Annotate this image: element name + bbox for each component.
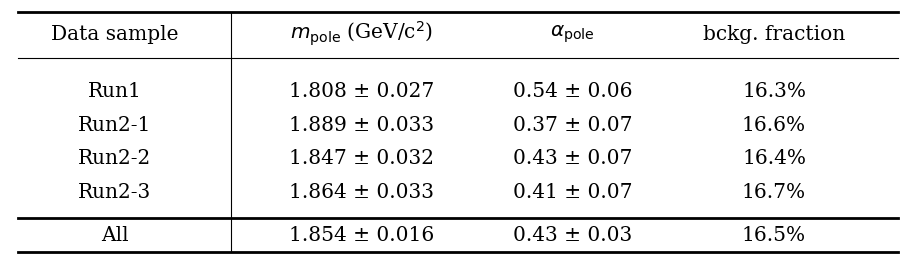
Text: 16.7%: 16.7% <box>742 183 806 202</box>
Text: Data sample: Data sample <box>50 25 179 44</box>
Text: 1.864 ± 0.033: 1.864 ± 0.033 <box>289 183 434 202</box>
Text: 0.54 ± 0.06: 0.54 ± 0.06 <box>513 82 632 101</box>
Text: $\alpha_{\mathrm{pole}}$: $\alpha_{\mathrm{pole}}$ <box>551 23 594 45</box>
Text: All: All <box>101 226 128 245</box>
Text: 1.808 ± 0.027: 1.808 ± 0.027 <box>289 82 434 101</box>
Text: Run2-1: Run2-1 <box>78 116 151 135</box>
Text: 1.854 ± 0.016: 1.854 ± 0.016 <box>289 226 434 245</box>
Text: Run2-2: Run2-2 <box>78 149 151 168</box>
Text: 16.3%: 16.3% <box>742 82 806 101</box>
Text: 0.43 ± 0.07: 0.43 ± 0.07 <box>513 149 632 168</box>
Text: $m_{\mathrm{pole}}$ (GeV/c$^{2}$): $m_{\mathrm{pole}}$ (GeV/c$^{2}$) <box>290 20 433 48</box>
Text: 16.6%: 16.6% <box>742 116 806 135</box>
Text: 0.43 ± 0.03: 0.43 ± 0.03 <box>513 226 632 245</box>
Text: 0.37 ± 0.07: 0.37 ± 0.07 <box>513 116 632 135</box>
Text: 0.41 ± 0.07: 0.41 ± 0.07 <box>513 183 632 202</box>
Text: 1.889 ± 0.033: 1.889 ± 0.033 <box>289 116 434 135</box>
Text: bckg. fraction: bckg. fraction <box>703 25 845 44</box>
Text: 16.5%: 16.5% <box>742 226 806 245</box>
Text: 1.847 ± 0.032: 1.847 ± 0.032 <box>289 149 434 168</box>
Text: Run2-3: Run2-3 <box>78 183 151 202</box>
Text: 16.4%: 16.4% <box>742 149 806 168</box>
Text: Run1: Run1 <box>88 82 141 101</box>
